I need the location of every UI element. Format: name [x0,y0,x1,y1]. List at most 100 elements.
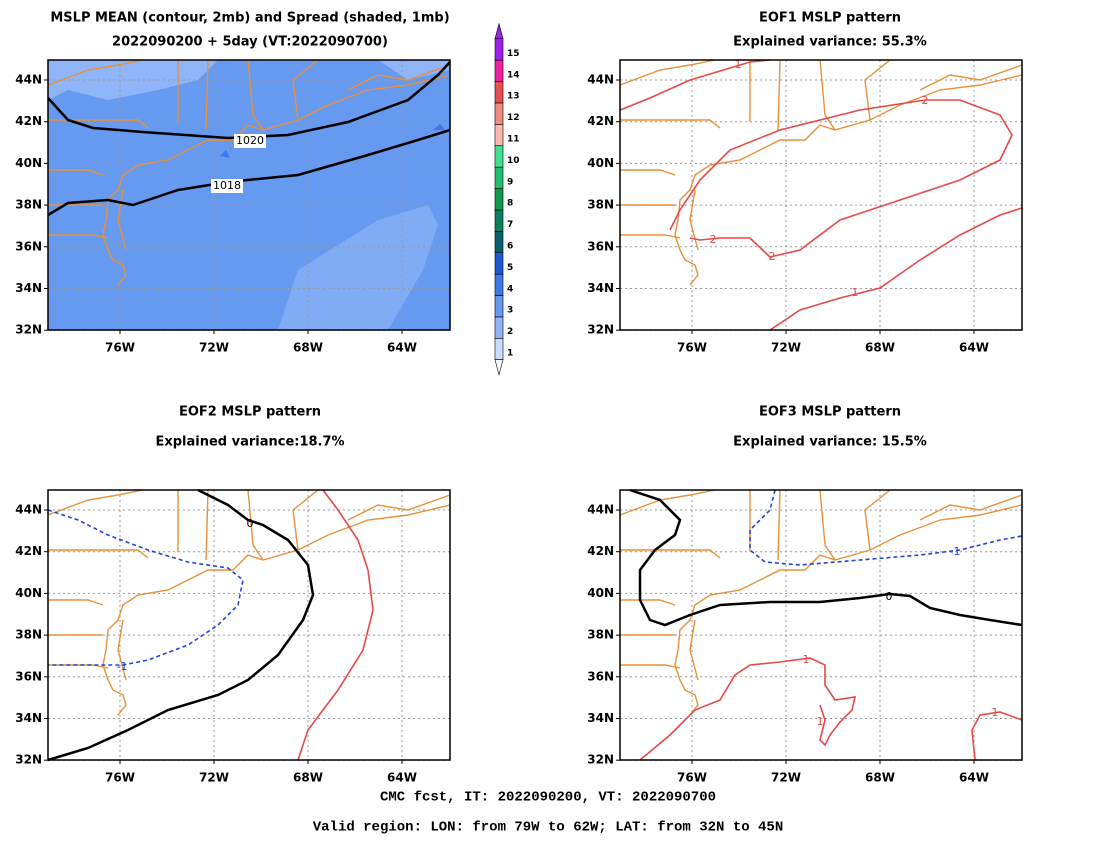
x-tick-label: 72W [199,771,229,785]
coastline [674,504,1023,716]
y-tick-label: 32N [15,753,42,767]
y-tick-label: 36N [15,239,42,253]
colorbar-box [494,81,504,104]
border [205,59,209,131]
border [347,64,451,91]
coastline [674,74,1023,286]
border [205,489,209,561]
border [864,489,891,551]
spread-shading [278,205,438,330]
spread-shading [220,150,230,158]
border [819,59,836,131]
x-tick-label: 68W [865,341,895,355]
y-tick-label: 38N [587,198,614,212]
border [247,59,264,131]
panel-subtitle: Explained variance:18.7% [155,435,344,450]
colorbar-box [494,316,504,339]
footer-line: CMC fcst, IT: 2022090200, VT: 2022090700 [380,790,716,806]
footer-line: Valid region: LON: from 79W to 62W; LAT:… [313,820,783,836]
border [619,489,716,516]
border [47,489,144,516]
y-tick-label: 38N [15,628,42,642]
map-panel: 76W 72W 68W 64W 44N 42N 40N 38N 36N 34N 32N 1020 101… [15,59,451,355]
y-tick-label: 32N [587,323,614,337]
border [919,64,1023,91]
contour-label: 0 [247,517,254,530]
y-tick-label: 36N [587,669,614,683]
x-tick-label: 76W [677,341,707,355]
colorbar-box [494,166,504,189]
border [117,619,127,681]
spread-shading [433,124,445,130]
border [919,494,1023,521]
y-tick-label: 40N [15,586,42,600]
y-tick-label: 42N [587,114,614,128]
map-background [48,490,450,760]
x-tick-label: 76W [105,341,135,355]
colorbar-box [494,273,504,296]
border [347,494,451,521]
x-tick-label: 68W [293,341,323,355]
map-background [620,60,1022,330]
y-tick-label: 38N [15,198,42,212]
y-tick-label: 40N [15,156,42,170]
colorbar-box [494,102,504,125]
x-tick-label: 72W [199,341,229,355]
border [619,59,716,86]
contour-line [769,207,1023,331]
panel-title: EOF3 MSLP pattern [759,405,901,420]
contour-line [47,128,451,217]
contour-label: 1018 [213,179,241,192]
border [620,234,681,239]
map-frame [619,489,1023,761]
x-tick-label: 76W [677,771,707,785]
contour-label: -1 [950,545,961,558]
x-tick-label: 68W [293,771,323,785]
y-tick-label: 38N [587,628,614,642]
border [48,599,104,606]
contour-label: 2 [922,94,929,107]
map-panel: 76W 72W 68W 64W 44N 42N 40N 38N 36N 34N 32N 0 -1 1 1 1 [587,488,1023,785]
border [620,549,721,559]
x-tick-label: 64W [387,341,417,355]
contour-label: 2 [710,233,717,246]
y-tick-label: 32N [15,323,42,337]
contour-line [629,488,1023,627]
y-tick-label: 42N [15,114,42,128]
colorbar-label: 5 [507,263,513,273]
contour-line [297,489,374,761]
x-tick-label: 68W [865,771,895,785]
colorbar-box [494,209,504,232]
x-tick-label: 76W [105,771,135,785]
map-frame [619,59,1023,331]
contour-label-bg [211,179,243,193]
y-tick-label: 34N [587,281,614,295]
colorbar-box [494,252,504,275]
colorbar-box [494,38,504,61]
border [48,119,149,129]
border [247,489,264,561]
contour-line [47,488,315,762]
colorbar-box [494,231,504,254]
y-tick-label: 44N [587,73,614,87]
map-panel: 76W 72W 68W 64W 44N 42N 40N 38N 36N 34N 32N 0 -1 [15,488,451,785]
y-tick-label: 36N [15,669,42,683]
colorbar-box [494,145,504,168]
colorbar-label: 15 [507,49,520,59]
panel-title: EOF1 MSLP pattern [759,11,901,26]
x-tick-label: 72W [771,341,801,355]
map-panel: 76W 72W 68W 64W 44N 42N 40N 38N 36N 34N 32N 1 2 2 2 1 [587,58,1023,355]
border [292,59,319,121]
colorbar-label: 3 [507,306,513,316]
coastline [102,504,451,716]
contour-label: 1 [852,286,859,299]
contour-label: -1 [117,660,128,673]
x-tick-label: 64W [387,771,417,785]
contour-line [749,489,1023,566]
colorbar-arrow [494,22,504,40]
y-tick-label: 34N [587,711,614,725]
colorbar-label: 13 [507,92,520,102]
border [48,234,109,239]
colorbar-label: 12 [507,113,520,123]
spread-shading [378,60,450,80]
